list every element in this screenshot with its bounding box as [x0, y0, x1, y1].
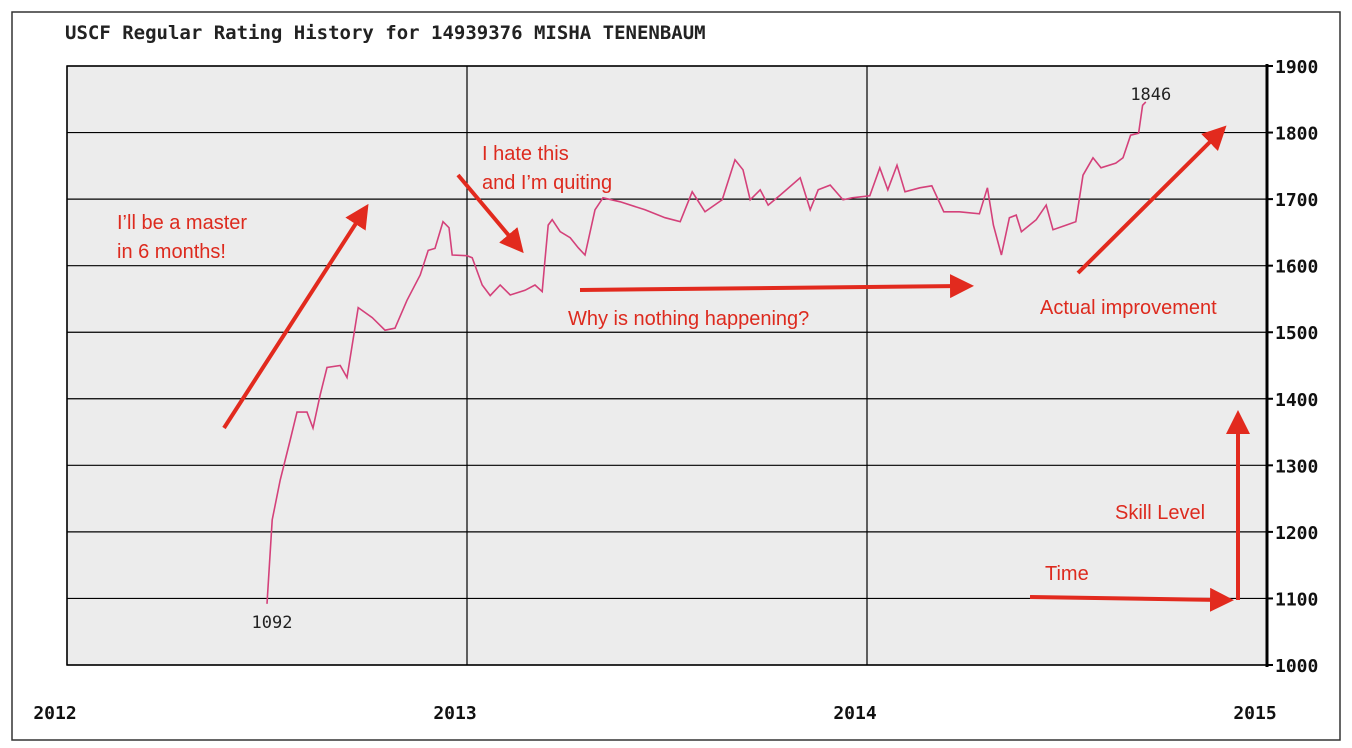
annotation: Skill Level — [1115, 502, 1205, 524]
x-tick-label: 2014 — [833, 703, 877, 724]
y-tick-label: 1700 — [1275, 190, 1318, 211]
y-tick-label: 1500 — [1275, 323, 1318, 344]
series: 1092 1846 — [252, 85, 1172, 633]
annotation: Time — [1045, 563, 1089, 585]
y-tick-label: 1000 — [1275, 656, 1318, 677]
y-tick-label: 1100 — [1275, 589, 1318, 610]
annotation: in 6 months! — [117, 241, 226, 263]
annotation: I’ll be a master — [117, 212, 247, 234]
annotation: and I’m quiting — [482, 172, 612, 194]
y-tick-label: 1200 — [1275, 523, 1318, 544]
arrow — [1076, 125, 1227, 275]
value-label: 1092 — [252, 613, 293, 633]
y-tick-label: 1900 — [1275, 57, 1318, 78]
annotation: Actual improvement — [1040, 297, 1217, 319]
y-tick-label: 1400 — [1275, 390, 1318, 411]
value-label: 1846 — [1130, 85, 1171, 105]
arrow — [222, 203, 369, 430]
rating-line — [266, 101, 1147, 604]
plot-area — [66, 65, 1268, 666]
x-tick-label: 2012 — [33, 703, 76, 724]
arrow — [579, 274, 974, 299]
y-tick-label: 1300 — [1275, 456, 1318, 477]
arrow — [1029, 587, 1234, 612]
y-tick-label: 1600 — [1275, 257, 1318, 278]
chart-title: USCF Regular Rating History for 14939376… — [65, 22, 706, 44]
arrows — [222, 125, 1250, 612]
x-tick-label: 2013 — [433, 703, 476, 724]
annotation: I hate this — [482, 143, 569, 165]
annotation: Why is nothing happening? — [568, 308, 809, 330]
y-tick-label: 1800 — [1275, 124, 1318, 145]
x-tick-label: 2015 — [1233, 703, 1276, 724]
arrow — [456, 173, 524, 254]
